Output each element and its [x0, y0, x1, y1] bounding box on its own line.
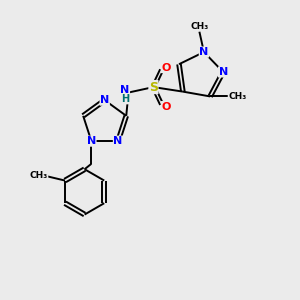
Text: N: N: [120, 85, 130, 95]
Text: N: N: [113, 136, 123, 146]
Text: CH₃: CH₃: [228, 92, 247, 101]
Text: N: N: [218, 67, 228, 77]
Text: N: N: [87, 136, 96, 146]
Text: N: N: [199, 47, 208, 57]
Text: S: S: [149, 81, 158, 94]
Text: N: N: [100, 95, 109, 105]
Text: CH₃: CH₃: [30, 171, 48, 180]
Text: O: O: [161, 63, 171, 73]
Text: H: H: [121, 94, 129, 104]
Text: CH₃: CH₃: [190, 22, 208, 31]
Text: O: O: [161, 102, 171, 112]
